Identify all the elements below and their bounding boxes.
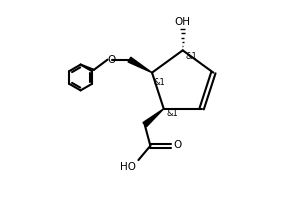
Text: O: O <box>173 140 182 150</box>
Polygon shape <box>128 57 152 73</box>
Text: &1: &1 <box>153 78 165 87</box>
Text: &1: &1 <box>186 52 198 61</box>
Text: HO: HO <box>120 162 136 172</box>
Text: OH: OH <box>175 17 191 27</box>
Text: O: O <box>107 55 116 65</box>
Polygon shape <box>143 109 164 127</box>
Text: &1: &1 <box>167 109 178 118</box>
